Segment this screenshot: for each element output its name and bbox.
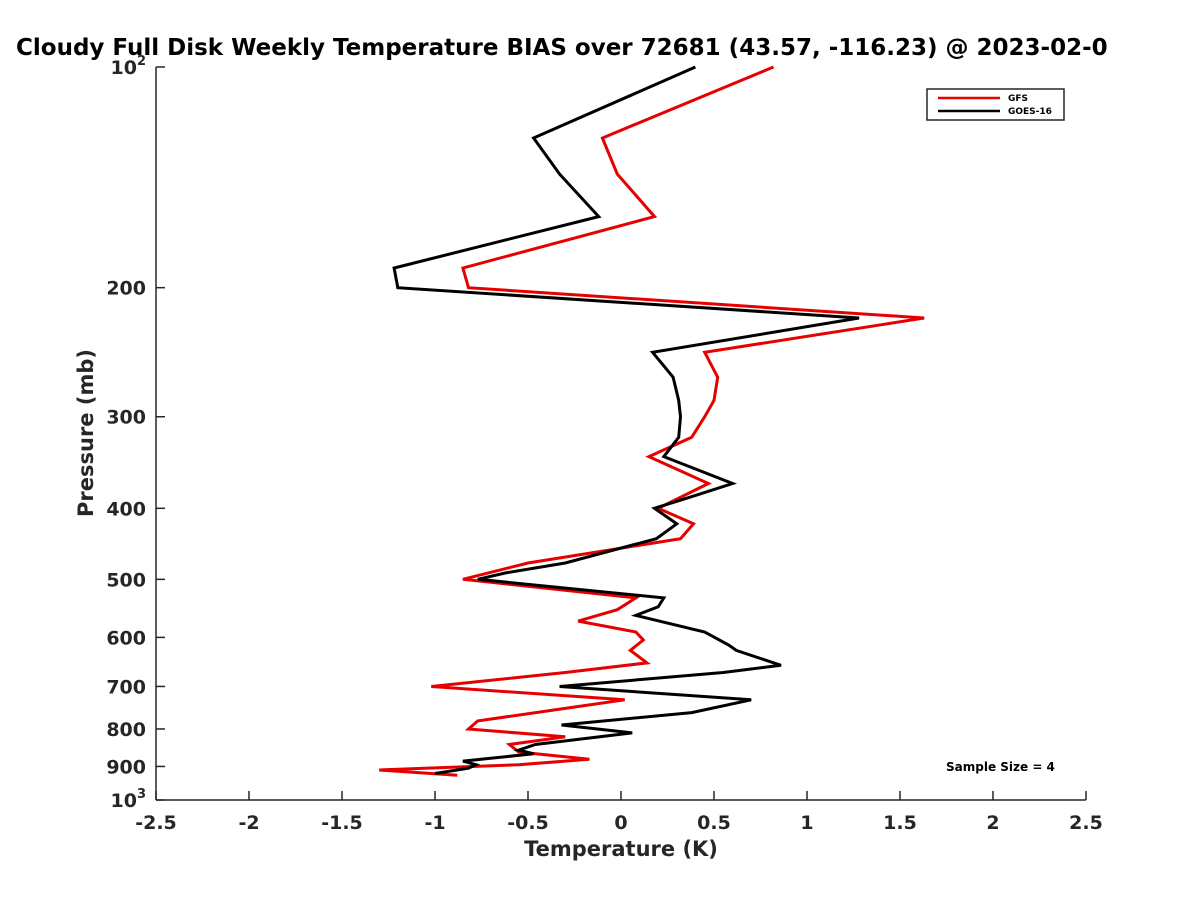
series-line-goes-16 [392,65,860,775]
chart-title: Cloudy Full Disk Weekly Temperature BIAS… [16,35,1108,61]
x-tick-label: 0.5 [697,812,731,834]
x-tick-label: 1.5 [883,812,917,834]
y-tick-label: 400 [106,498,146,520]
x-tick-label: -2.5 [135,812,177,834]
y-tick-label: 800 [106,719,146,741]
y-tick-exponent: 3 [137,787,146,802]
y-axis-label: Pressure (mb) [74,349,98,517]
sample-size-annotation: Sample Size = 4 [946,760,1055,774]
y-tick-exponent: 2 [137,54,146,69]
x-tick-label: 1 [800,812,813,834]
x-tick-label: -1 [424,812,445,834]
x-tick-label: 0 [614,812,627,834]
y-tick-base: 10 [111,57,137,79]
x-tick-label: 2 [986,812,999,834]
legend: GFS GOES-16 [926,88,1065,121]
y-tick-base: 800 [106,719,146,741]
x-tick-label: -1.5 [321,812,363,834]
y-tick-base: 300 [106,407,146,429]
y-tick-base: 700 [106,676,146,698]
legend-label: GOES-16 [1008,107,1052,117]
y-tick-label: 600 [106,627,146,649]
x-ticks: -2.5 -2 -1.5 -1 -0.5 0 0.5 1 1.5 2 2.5 [135,791,1103,834]
x-tick-label: -0.5 [507,812,549,834]
y-tick-label: 500 [106,569,146,591]
y-tick-label: 102 [111,54,147,79]
y-tick-label: 103 [111,787,147,812]
x-tick-label: 2.5 [1069,812,1103,834]
plot-area: -2.5 -2 -1.5 -1 -0.5 0 0.5 1 1.5 2 2.5 10220030040… [106,54,1103,834]
legend-label: GFS [1008,94,1028,104]
y-tick-base: 200 [106,278,146,300]
legend-box [926,88,1065,121]
y-tick-base: 500 [106,569,146,591]
y-tick-label: 200 [106,278,146,300]
y-tick-base: 10 [111,790,137,812]
y-tick-label: 900 [106,756,146,778]
y-tick-base: 400 [106,498,146,520]
y-tick-label: 700 [106,676,146,698]
x-tick-label: -2 [238,812,259,834]
y-tick-base: 600 [106,627,146,649]
y-tick-label: 300 [106,407,146,429]
series-line-gfs [379,65,925,777]
y-tick-base: 900 [106,756,146,778]
x-axis-label: Temperature (K) [524,837,718,861]
series-lines [379,65,925,777]
